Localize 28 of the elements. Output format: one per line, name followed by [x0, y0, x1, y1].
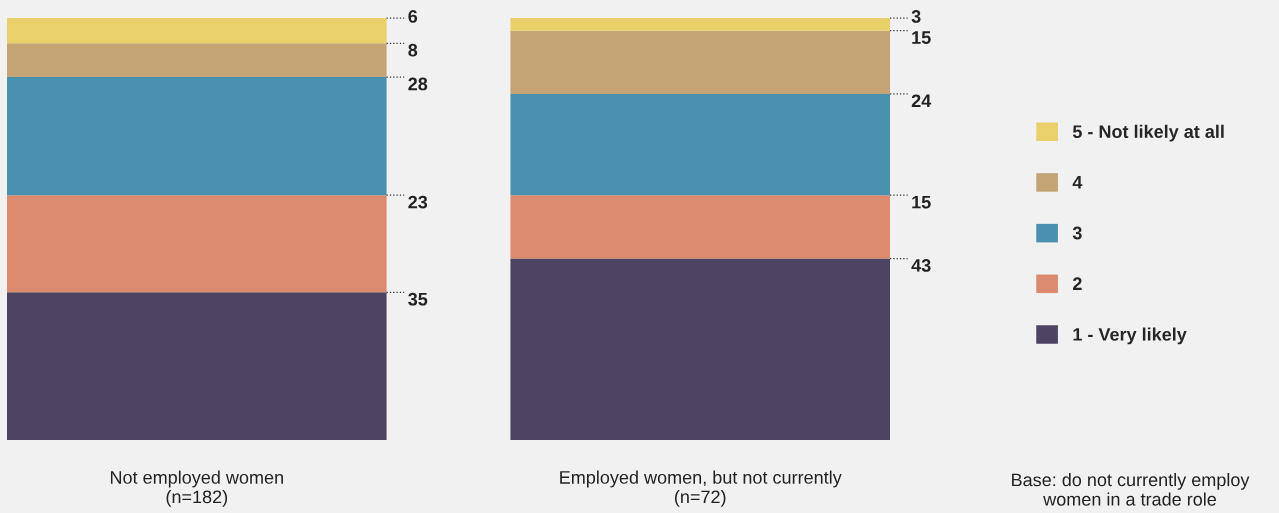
data-label: 43	[911, 259, 931, 272]
bar	[7, 43, 387, 78]
legend-label: 4	[1072, 176, 1083, 189]
bar	[510, 18, 890, 31]
x-tick-label: Not employed women (n=182)	[110, 470, 283, 507]
data-label: 24	[911, 94, 932, 108]
bar	[7, 18, 387, 44]
bar	[510, 93, 890, 196]
data-label: 15	[912, 31, 931, 44]
data-label: 23	[408, 195, 428, 209]
data-label: 35	[408, 292, 428, 306]
bar	[7, 195, 387, 293]
data-label: 15	[912, 195, 931, 209]
data-label: 3	[911, 10, 921, 23]
legend-label: 2	[1072, 277, 1082, 290]
x-tick-label: Employed women, but not currently (n=72)	[560, 470, 842, 507]
legend-label: 1 - Very likely	[1073, 327, 1187, 345]
bar	[7, 292, 387, 440]
data-label: 28	[408, 77, 428, 91]
data-label: 8	[408, 43, 418, 57]
bar	[510, 258, 890, 440]
legend-label: 5 - Not likely at all	[1072, 124, 1224, 142]
bar	[510, 30, 890, 94]
data-label: 6	[408, 10, 418, 23]
text: Base: do not currently employ women in a trade role	[1012, 473, 1250, 506]
bar	[510, 195, 890, 259]
bar	[7, 77, 387, 196]
legend-label: 3	[1072, 226, 1082, 240]
